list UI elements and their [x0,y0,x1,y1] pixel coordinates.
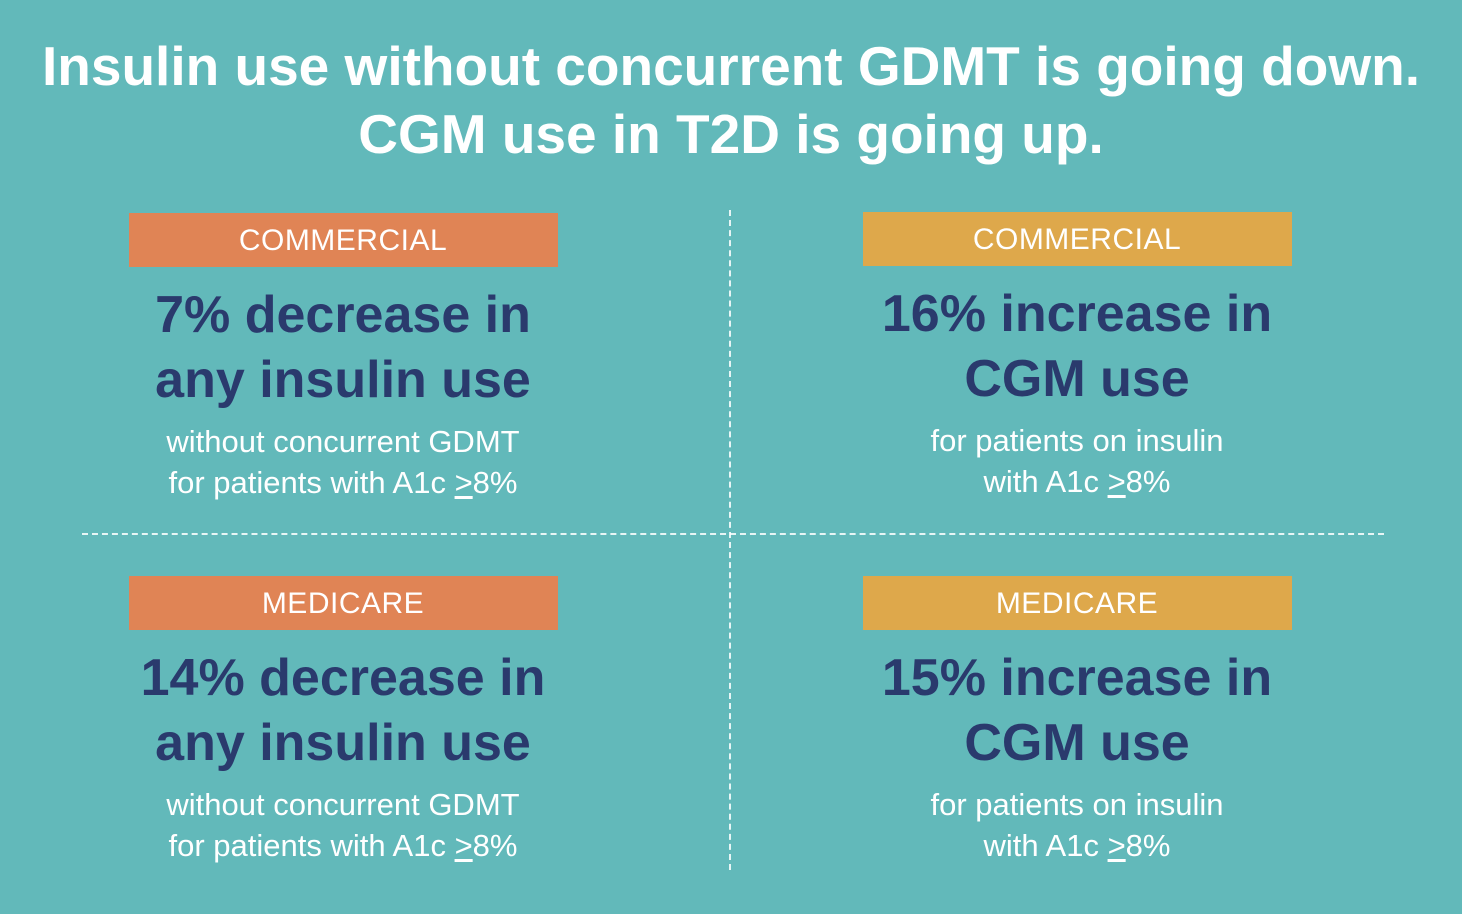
subtext-line-2: with A1c >8% [797,825,1357,866]
medicare-cgm-cell: MEDICARE 15% increase in CGM use for pat… [797,576,1357,866]
medicare-badge: MEDICARE [128,576,558,630]
greater-equal-symbol: > [454,465,473,500]
stat-line-1: 15% increase in [881,649,1273,707]
stat-subtext: without concurrent GDMT for patients wit… [63,784,623,866]
stat-headline: 15% increase in CGM use [797,646,1357,776]
stat-line-1: 16% increase in [881,285,1273,343]
stat-line-2: CGM use [964,350,1190,408]
stat-subtext: without concurrent GDMT for patients wit… [63,421,623,503]
subtext-prefix: for patients with A1c [168,828,455,863]
medicare-insulin-cell: MEDICARE 14% decrease in any insulin use… [63,576,623,866]
stat-line-2: any insulin use [155,351,531,409]
subtext-line-2: for patients with A1c >8% [63,825,623,866]
subtext-prefix: with A1c [983,828,1108,863]
horizontal-divider [82,533,1384,535]
subtext-line-2: with A1c >8% [797,461,1357,502]
subtext-line-1: without concurrent GDMT [166,787,520,822]
greater-equal-symbol: > [454,828,473,863]
subtext-line-1: for patients on insulin [930,787,1224,822]
stat-headline: 7% decrease in any insulin use [63,283,623,413]
subtext-threshold: 8% [472,465,518,500]
vertical-divider [729,210,731,870]
headline: Insulin use without concurrent GDMT is g… [0,32,1462,168]
stat-line-2: CGM use [964,714,1190,772]
greater-equal-symbol: > [1107,828,1126,863]
stat-line-2: any insulin use [155,714,531,772]
commercial-insulin-cell: COMMERCIAL 7% decrease in any insulin us… [63,213,623,503]
subtext-threshold: 8% [472,828,518,863]
stat-line-1: 7% decrease in [155,286,531,344]
headline-line-2: CGM use in T2D is going up. [358,103,1104,165]
stat-subtext: for patients on insulin with A1c >8% [797,420,1357,502]
subtext-threshold: 8% [1125,464,1171,499]
stat-headline: 14% decrease in any insulin use [63,646,623,776]
subtext-line-2: for patients with A1c >8% [63,462,623,503]
commercial-cgm-cell: COMMERCIAL 16% increase in CGM use for p… [797,212,1357,502]
subtext-prefix: for patients with A1c [168,465,455,500]
stat-line-1: 14% decrease in [140,649,546,707]
commercial-badge: COMMERCIAL [862,212,1292,266]
commercial-badge: COMMERCIAL [128,213,558,267]
subtext-prefix: with A1c [983,464,1108,499]
subtext-line-1: for patients on insulin [930,423,1224,458]
greater-equal-symbol: > [1107,464,1126,499]
stat-subtext: for patients on insulin with A1c >8% [797,784,1357,866]
medicare-badge: MEDICARE [862,576,1292,630]
subtext-threshold: 8% [1125,828,1171,863]
subtext-line-1: without concurrent GDMT [166,424,520,459]
stat-headline: 16% increase in CGM use [797,282,1357,412]
headline-line-1: Insulin use without concurrent GDMT is g… [41,35,1420,97]
